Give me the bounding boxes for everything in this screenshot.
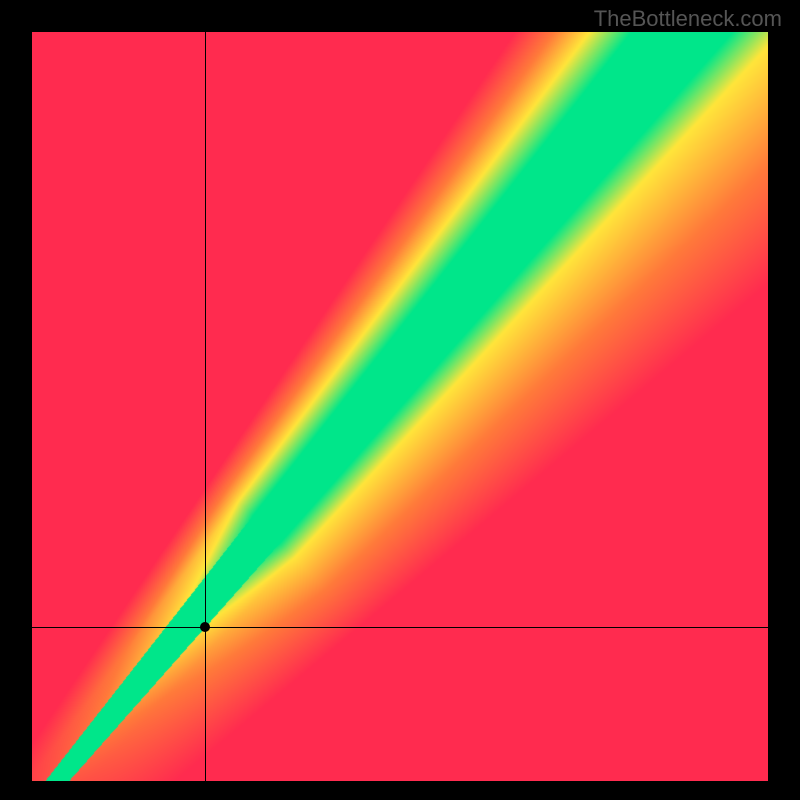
bottleneck-heatmap bbox=[32, 32, 768, 781]
watermark-text: TheBottleneck.com bbox=[594, 6, 782, 32]
data-point-marker bbox=[200, 622, 210, 632]
heatmap-canvas bbox=[32, 32, 768, 781]
crosshair-horizontal bbox=[32, 627, 768, 628]
crosshair-vertical bbox=[205, 32, 206, 781]
